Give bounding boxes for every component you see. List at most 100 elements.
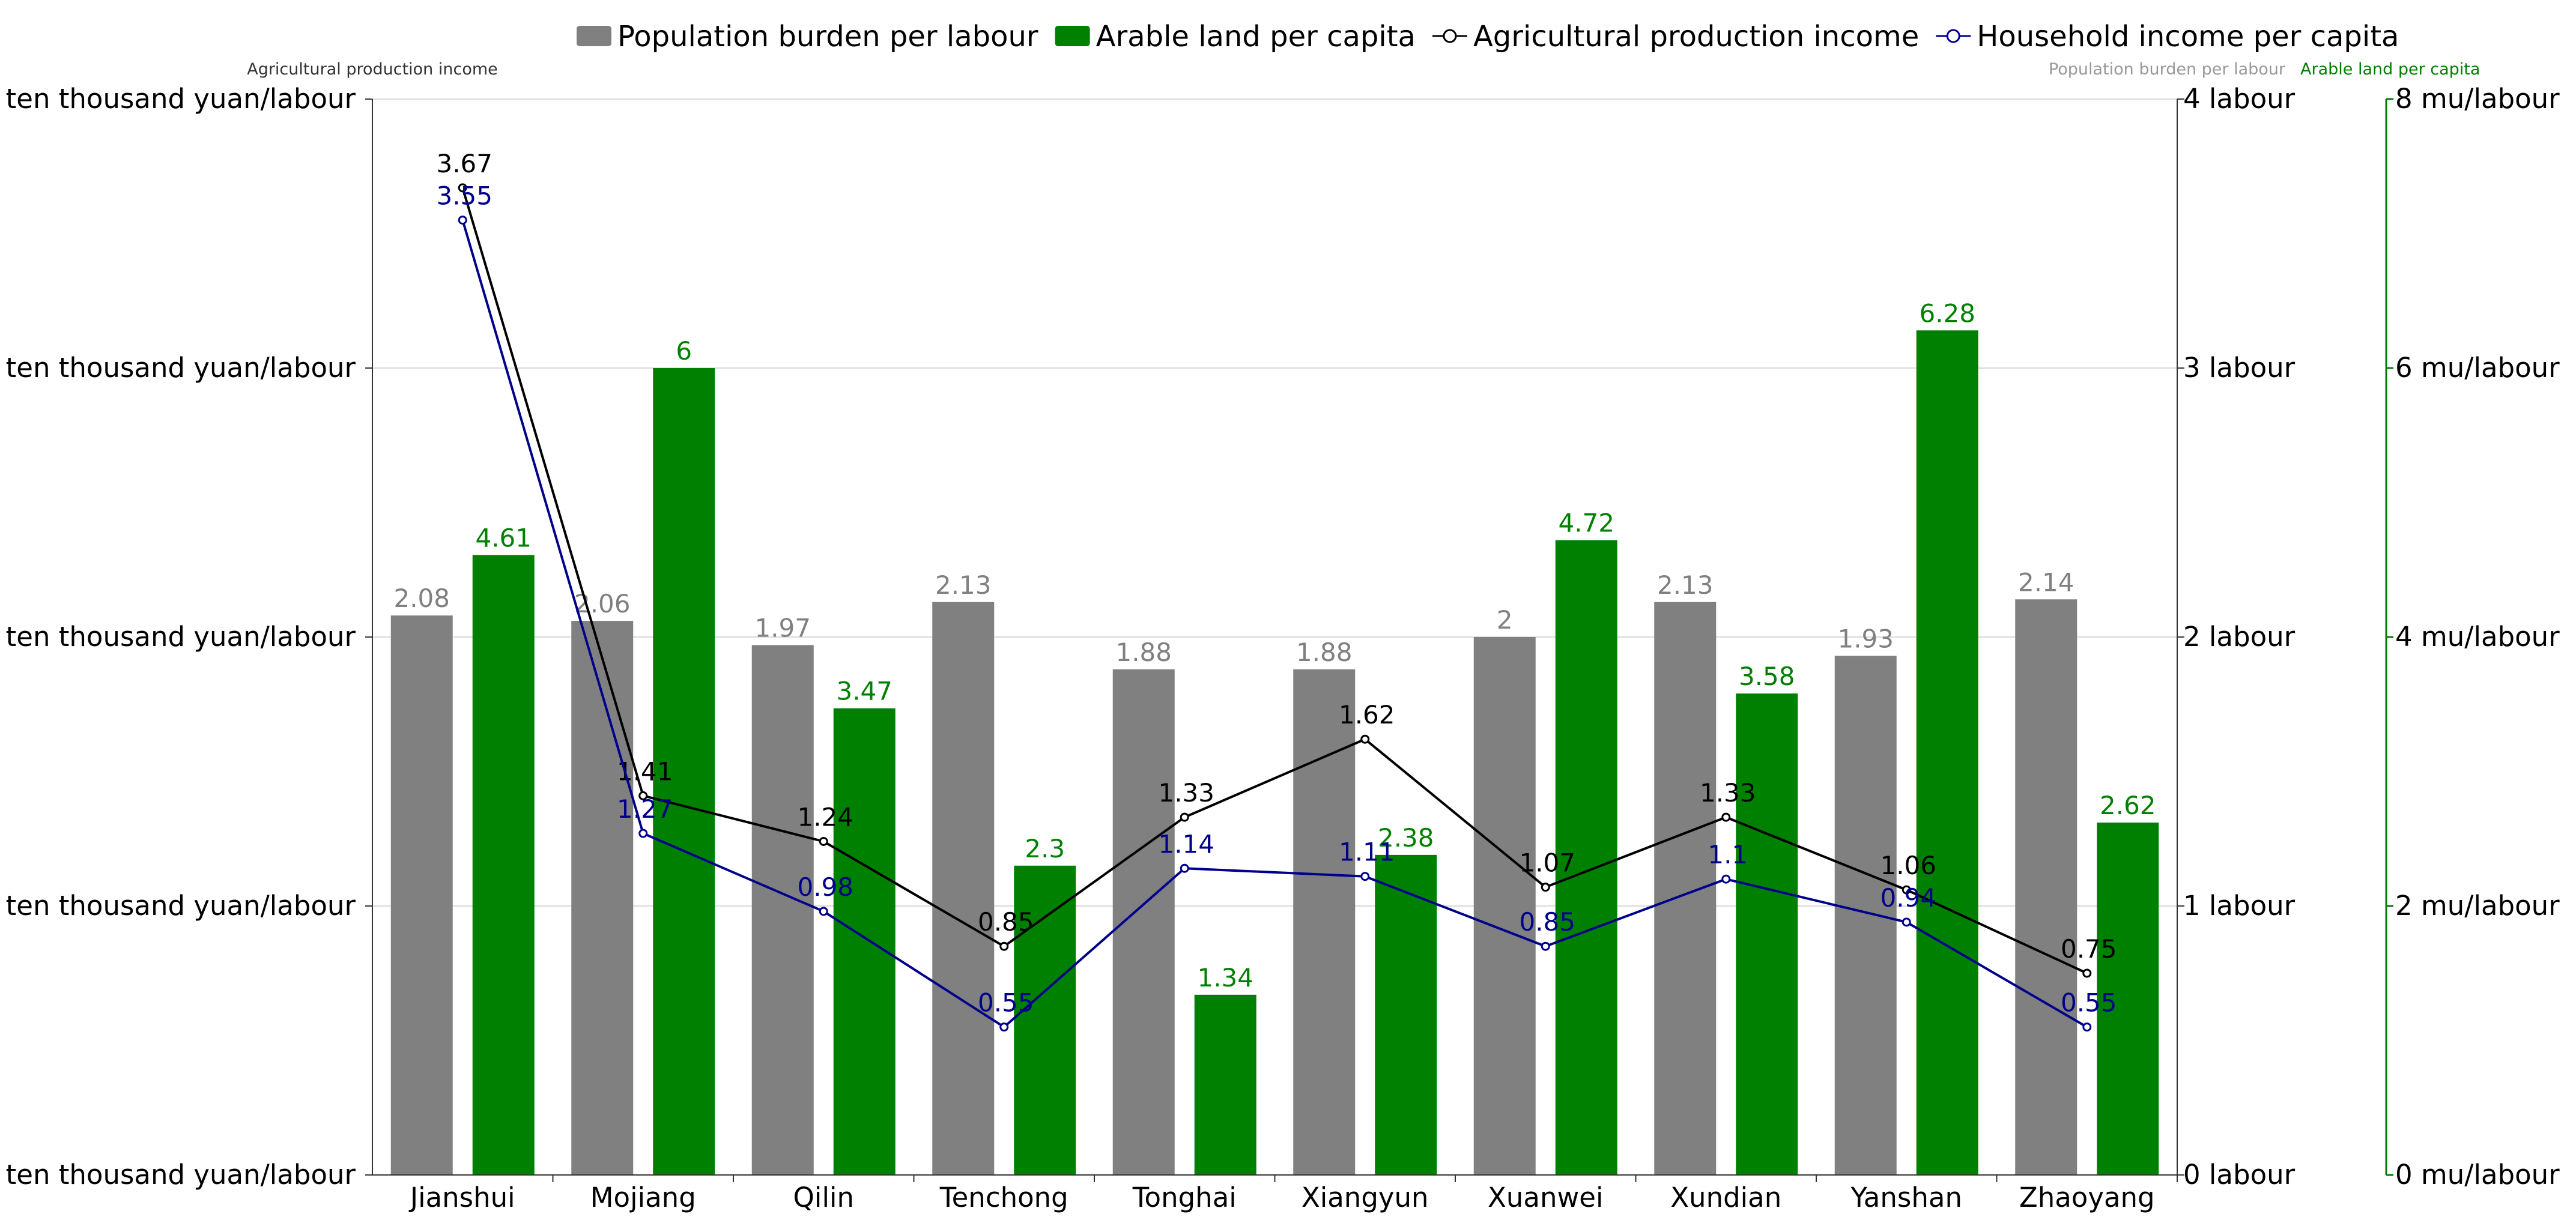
left-tick-label: ten thousand yuan/labour bbox=[6, 352, 356, 384]
bar-data-label: 2.08 bbox=[393, 584, 450, 613]
bar-arable-land bbox=[833, 708, 896, 1175]
legend-swatch bbox=[577, 26, 611, 46]
line-point bbox=[1541, 883, 1550, 892]
x-tick-label: Mojiang bbox=[590, 1182, 696, 1213]
bar-arable-land bbox=[1736, 693, 1798, 1175]
bar-data-label: 2.62 bbox=[2100, 791, 2156, 820]
bar-arable-land bbox=[1194, 994, 1256, 1175]
bar-data-label: 2.13 bbox=[1657, 570, 1714, 600]
x-tick-label: Xuanwei bbox=[1488, 1182, 1603, 1213]
line-point bbox=[1902, 885, 1911, 895]
line-point bbox=[819, 907, 828, 916]
legend-marker bbox=[1946, 29, 1960, 43]
bar-data-label: 4.72 bbox=[1558, 509, 1614, 538]
bar-data-label: 1.34 bbox=[1197, 963, 1253, 992]
bar-data-label: 3.47 bbox=[836, 677, 893, 706]
bar-arable-land bbox=[1375, 854, 1437, 1175]
x-tick-label: Zhaoyang bbox=[2019, 1182, 2155, 1213]
right-tick-label: 2 labour bbox=[2183, 621, 2296, 653]
right-tick-label: 3 labour bbox=[2183, 352, 2296, 384]
bar-data-label: 2.38 bbox=[1378, 823, 1434, 853]
bar-data-label: 4.61 bbox=[475, 523, 532, 552]
line-data-label: 1.24 bbox=[797, 802, 853, 832]
line-data-label: 0.55 bbox=[978, 988, 1034, 1018]
bar-population-burden bbox=[2015, 599, 2077, 1175]
line-agricultural-income bbox=[461, 187, 2088, 974]
line-point bbox=[1180, 812, 1189, 822]
line-household-income bbox=[461, 220, 2088, 1029]
legend-label: Population burden per labour bbox=[617, 20, 1038, 53]
legend-swatch bbox=[1055, 26, 1090, 46]
right2-tick-label: 0 mu/labour bbox=[2395, 1159, 2560, 1191]
line-data-label: 1.33 bbox=[1158, 778, 1214, 808]
bar-data-label: 6.28 bbox=[1919, 298, 1975, 328]
line-point bbox=[2082, 1022, 2092, 1032]
x-tick-label: Yanshan bbox=[1850, 1182, 1962, 1213]
bar-population-burden bbox=[751, 645, 814, 1175]
left-tick-label: ten thousand yuan/labour bbox=[6, 621, 356, 653]
left-tick-label: ten thousand yuan/labour bbox=[6, 83, 356, 115]
bar-data-label: 6 bbox=[676, 336, 692, 366]
bar-data-label: 1.88 bbox=[1296, 638, 1353, 667]
legend-marker bbox=[1443, 29, 1457, 43]
right-tick-label: 0 labour bbox=[2183, 1159, 2296, 1191]
line-point bbox=[1721, 812, 1731, 822]
bar-arable-land bbox=[472, 555, 535, 1175]
bar-data-label: 2.13 bbox=[935, 570, 992, 600]
right-tick-label: 1 labour bbox=[2183, 890, 2296, 922]
left-tick-label: ten thousand yuan/labour bbox=[6, 1159, 356, 1191]
line-point bbox=[1902, 917, 1911, 927]
line-data-label: 1.11 bbox=[1339, 838, 1395, 867]
bar-arable-land bbox=[653, 368, 715, 1175]
bar-data-label: 2 bbox=[1497, 605, 1513, 635]
bar-data-label: 2.3 bbox=[1025, 834, 1065, 863]
x-tick-label: Qilin bbox=[793, 1182, 854, 1213]
x-tick-label: Tonghai bbox=[1132, 1182, 1237, 1213]
line-point bbox=[638, 791, 648, 800]
line-point bbox=[638, 829, 648, 838]
left-axis-title: Agricultural production income bbox=[247, 60, 498, 79]
line-point bbox=[1721, 874, 1731, 884]
line-data-label: 0.85 bbox=[1519, 907, 1575, 937]
line-data-label: 1.14 bbox=[1158, 829, 1214, 859]
right2-tick-label: 4 mu/labour bbox=[2395, 621, 2560, 653]
line-point bbox=[1180, 863, 1189, 873]
line-point bbox=[999, 1022, 1009, 1032]
bar-population-burden bbox=[1473, 637, 1536, 1175]
line-point bbox=[819, 836, 828, 846]
line-data-label: 1.62 bbox=[1339, 700, 1395, 729]
line-data-label: 0.98 bbox=[797, 872, 853, 902]
line-point bbox=[1360, 734, 1370, 744]
x-tick-label: Xundian bbox=[1670, 1182, 1781, 1213]
line-point bbox=[2082, 968, 2092, 978]
line-data-label: 3.67 bbox=[436, 149, 492, 178]
x-tick-label: Jianshui bbox=[408, 1182, 515, 1213]
line-point bbox=[458, 216, 467, 225]
right-axis-title: Population burden per labour bbox=[2049, 60, 2286, 79]
line-data-label: 3.55 bbox=[436, 181, 492, 211]
legend-label: Arable land per capita bbox=[1096, 20, 1416, 53]
line-data-label: 1.27 bbox=[617, 794, 673, 824]
line-data-label: 1.07 bbox=[1519, 848, 1575, 878]
legend-label: Household income per capita bbox=[1977, 20, 2399, 53]
line-point bbox=[458, 183, 467, 193]
bar-data-label: 2.14 bbox=[2018, 567, 2074, 597]
line-data-label: 0.94 bbox=[1880, 883, 1936, 913]
line-data-label: 0.55 bbox=[2061, 988, 2117, 1018]
bar-population-burden bbox=[1834, 656, 1897, 1175]
bar-data-label: 1.88 bbox=[1115, 638, 1172, 667]
right2-axis-title: Arable land per capita bbox=[2300, 60, 2480, 79]
right-tick-label: 4 labour bbox=[2183, 83, 2296, 115]
bar-data-label: 1.97 bbox=[754, 613, 811, 642]
bar-population-burden bbox=[1293, 669, 1356, 1175]
line-point bbox=[1541, 941, 1550, 951]
bar-population-burden bbox=[390, 615, 453, 1175]
bar-arable-land bbox=[1555, 540, 1617, 1175]
line-data-label: 1.33 bbox=[1700, 778, 1756, 808]
bar-data-label: 3.58 bbox=[1739, 662, 1795, 691]
bar-population-burden bbox=[571, 621, 634, 1175]
line-data-label: 0.85 bbox=[978, 907, 1034, 937]
line-data-label: 0.75 bbox=[2061, 934, 2117, 964]
line-data-label: 1.1 bbox=[1708, 840, 1748, 869]
